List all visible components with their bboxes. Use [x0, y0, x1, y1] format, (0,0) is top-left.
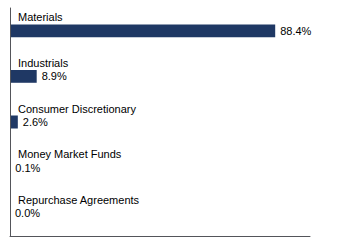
svg-text:8.9%: 8.9% [42, 70, 67, 82]
svg-text:Repurchase Agreements: Repurchase Agreements [18, 194, 140, 206]
svg-text:0.1%: 0.1% [15, 162, 40, 174]
svg-text:0.0%: 0.0% [15, 207, 40, 219]
svg-text:Money Market Funds: Money Market Funds [18, 148, 122, 160]
svg-text:Materials: Materials [18, 11, 63, 23]
svg-text:2.6%: 2.6% [23, 116, 48, 128]
svg-text:Industrials: Industrials [18, 57, 69, 69]
svg-text:Consumer Discretionary: Consumer Discretionary [18, 103, 136, 115]
svg-text:88.4%: 88.4% [280, 25, 311, 37]
